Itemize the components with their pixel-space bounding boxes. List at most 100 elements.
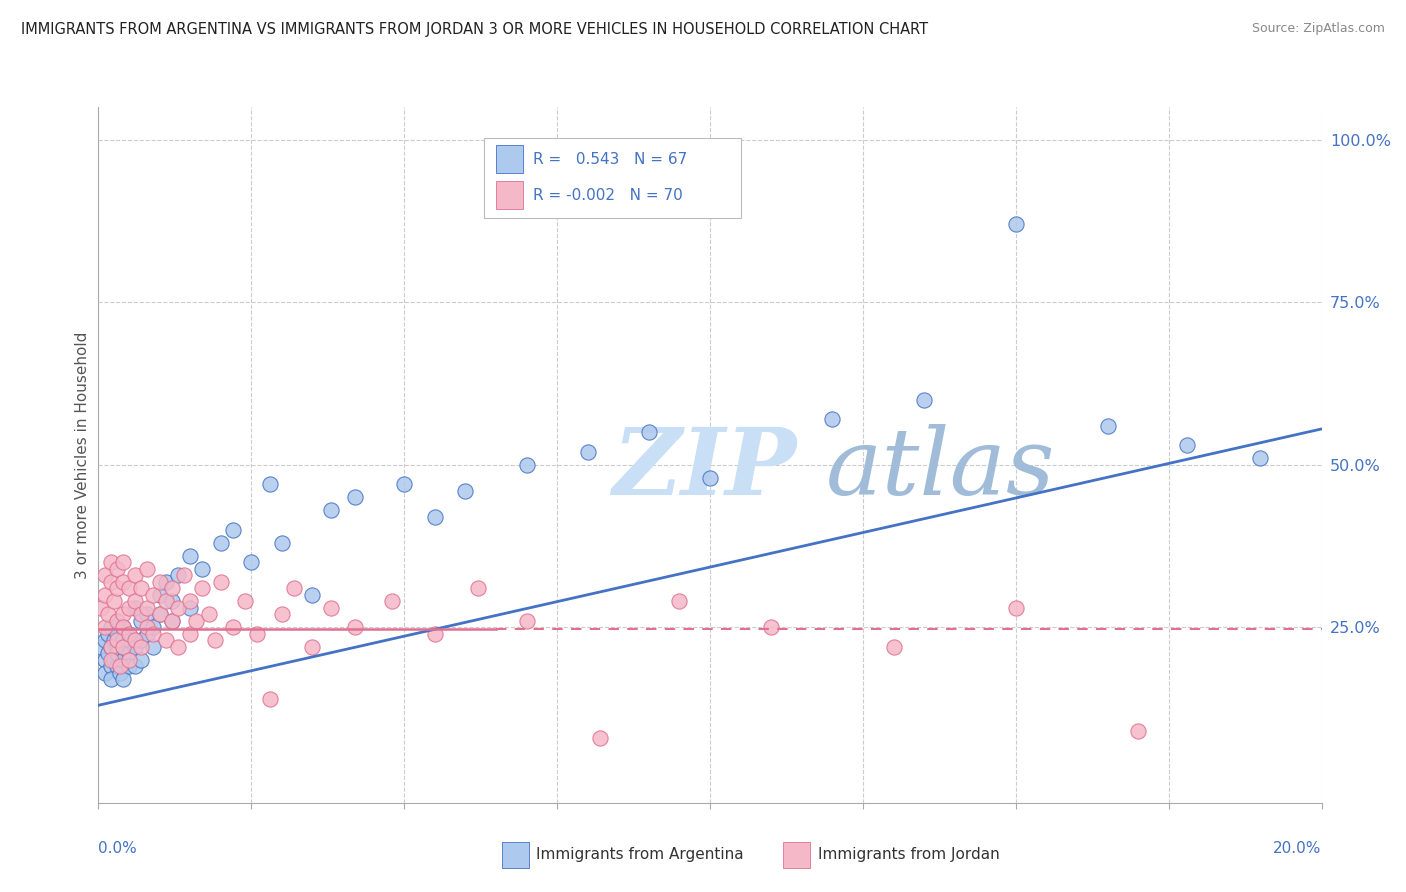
Point (204, 633, 226, 648)
Point (105, 659, 128, 673)
Point (576, 444, 599, 458)
Point (179, 549, 201, 563)
Point (589, 731, 612, 745)
Point (124, 600, 146, 615)
Point (155, 574, 177, 589)
Point (129, 614, 152, 628)
Point (197, 607, 219, 622)
Text: 0.0%: 0.0% (98, 841, 138, 856)
Point (100, 640, 122, 654)
Point (1097, 418, 1119, 433)
Point (100, 555, 122, 569)
Point (111, 607, 134, 622)
Point (124, 568, 146, 582)
Point (142, 620, 165, 634)
Point (1004, 600, 1026, 615)
Point (191, 581, 214, 595)
Point (301, 640, 323, 654)
Point (118, 600, 141, 615)
Point (149, 607, 172, 622)
Point (699, 471, 721, 485)
Point (516, 458, 538, 472)
Point (111, 653, 134, 667)
Point (344, 620, 367, 634)
Point (93, 653, 115, 667)
Point (105, 640, 128, 654)
Point (1128, 724, 1150, 739)
Point (155, 594, 177, 608)
Point (93, 633, 115, 648)
Point (100, 659, 122, 673)
Point (105, 614, 128, 628)
Point (423, 626, 446, 640)
Point (821, 412, 844, 426)
Point (100, 653, 122, 667)
Point (105, 562, 128, 576)
Point (111, 640, 134, 654)
Point (167, 600, 190, 615)
Point (246, 626, 269, 640)
Point (240, 555, 263, 569)
Point (179, 626, 201, 640)
Text: R = -0.002   N = 70: R = -0.002 N = 70 (533, 188, 682, 202)
Point (124, 633, 146, 648)
Point (160, 614, 183, 628)
Point (167, 568, 190, 582)
Point (105, 626, 128, 640)
Point (301, 588, 323, 602)
Point (883, 640, 905, 654)
Point (344, 490, 367, 504)
Point (93, 588, 115, 602)
Point (103, 653, 125, 667)
Point (100, 672, 122, 686)
Point (467, 581, 489, 595)
Point (454, 483, 477, 498)
Point (97, 646, 120, 660)
Point (118, 581, 141, 595)
Point (93, 568, 115, 582)
Point (111, 574, 134, 589)
Point (149, 574, 172, 589)
Point (1175, 438, 1198, 452)
FancyBboxPatch shape (496, 181, 523, 210)
Point (233, 594, 256, 608)
Point (381, 594, 404, 608)
FancyBboxPatch shape (496, 145, 523, 173)
Point (118, 626, 141, 640)
Point (179, 600, 201, 615)
Point (142, 640, 165, 654)
Point (111, 620, 134, 634)
Point (118, 626, 141, 640)
Point (108, 665, 131, 680)
Point (136, 562, 159, 576)
Point (259, 477, 281, 491)
Point (93, 665, 115, 680)
Point (637, 425, 661, 439)
Point (111, 640, 134, 654)
Point (129, 607, 152, 622)
Point (259, 691, 281, 706)
Point (222, 620, 245, 634)
Point (149, 588, 172, 602)
FancyBboxPatch shape (484, 138, 741, 219)
Point (209, 574, 232, 589)
Point (105, 614, 128, 628)
Point (90, 600, 112, 615)
Point (319, 503, 342, 517)
Point (129, 640, 152, 654)
Point (100, 574, 122, 589)
Point (136, 626, 159, 640)
Text: Immigrants from Jordan: Immigrants from Jordan (818, 847, 1000, 863)
Point (136, 620, 159, 634)
FancyBboxPatch shape (502, 842, 529, 868)
Point (167, 640, 190, 654)
Point (118, 659, 141, 673)
Point (105, 633, 128, 648)
Point (179, 594, 201, 608)
Point (160, 614, 183, 628)
Text: ZIP: ZIP (612, 424, 796, 514)
Text: IMMIGRANTS FROM ARGENTINA VS IMMIGRANTS FROM JORDAN 3 OR MORE VEHICLES IN HOUSEH: IMMIGRANTS FROM ARGENTINA VS IMMIGRANTS … (21, 22, 928, 37)
FancyBboxPatch shape (783, 842, 810, 868)
Point (108, 659, 131, 673)
Point (124, 640, 146, 654)
